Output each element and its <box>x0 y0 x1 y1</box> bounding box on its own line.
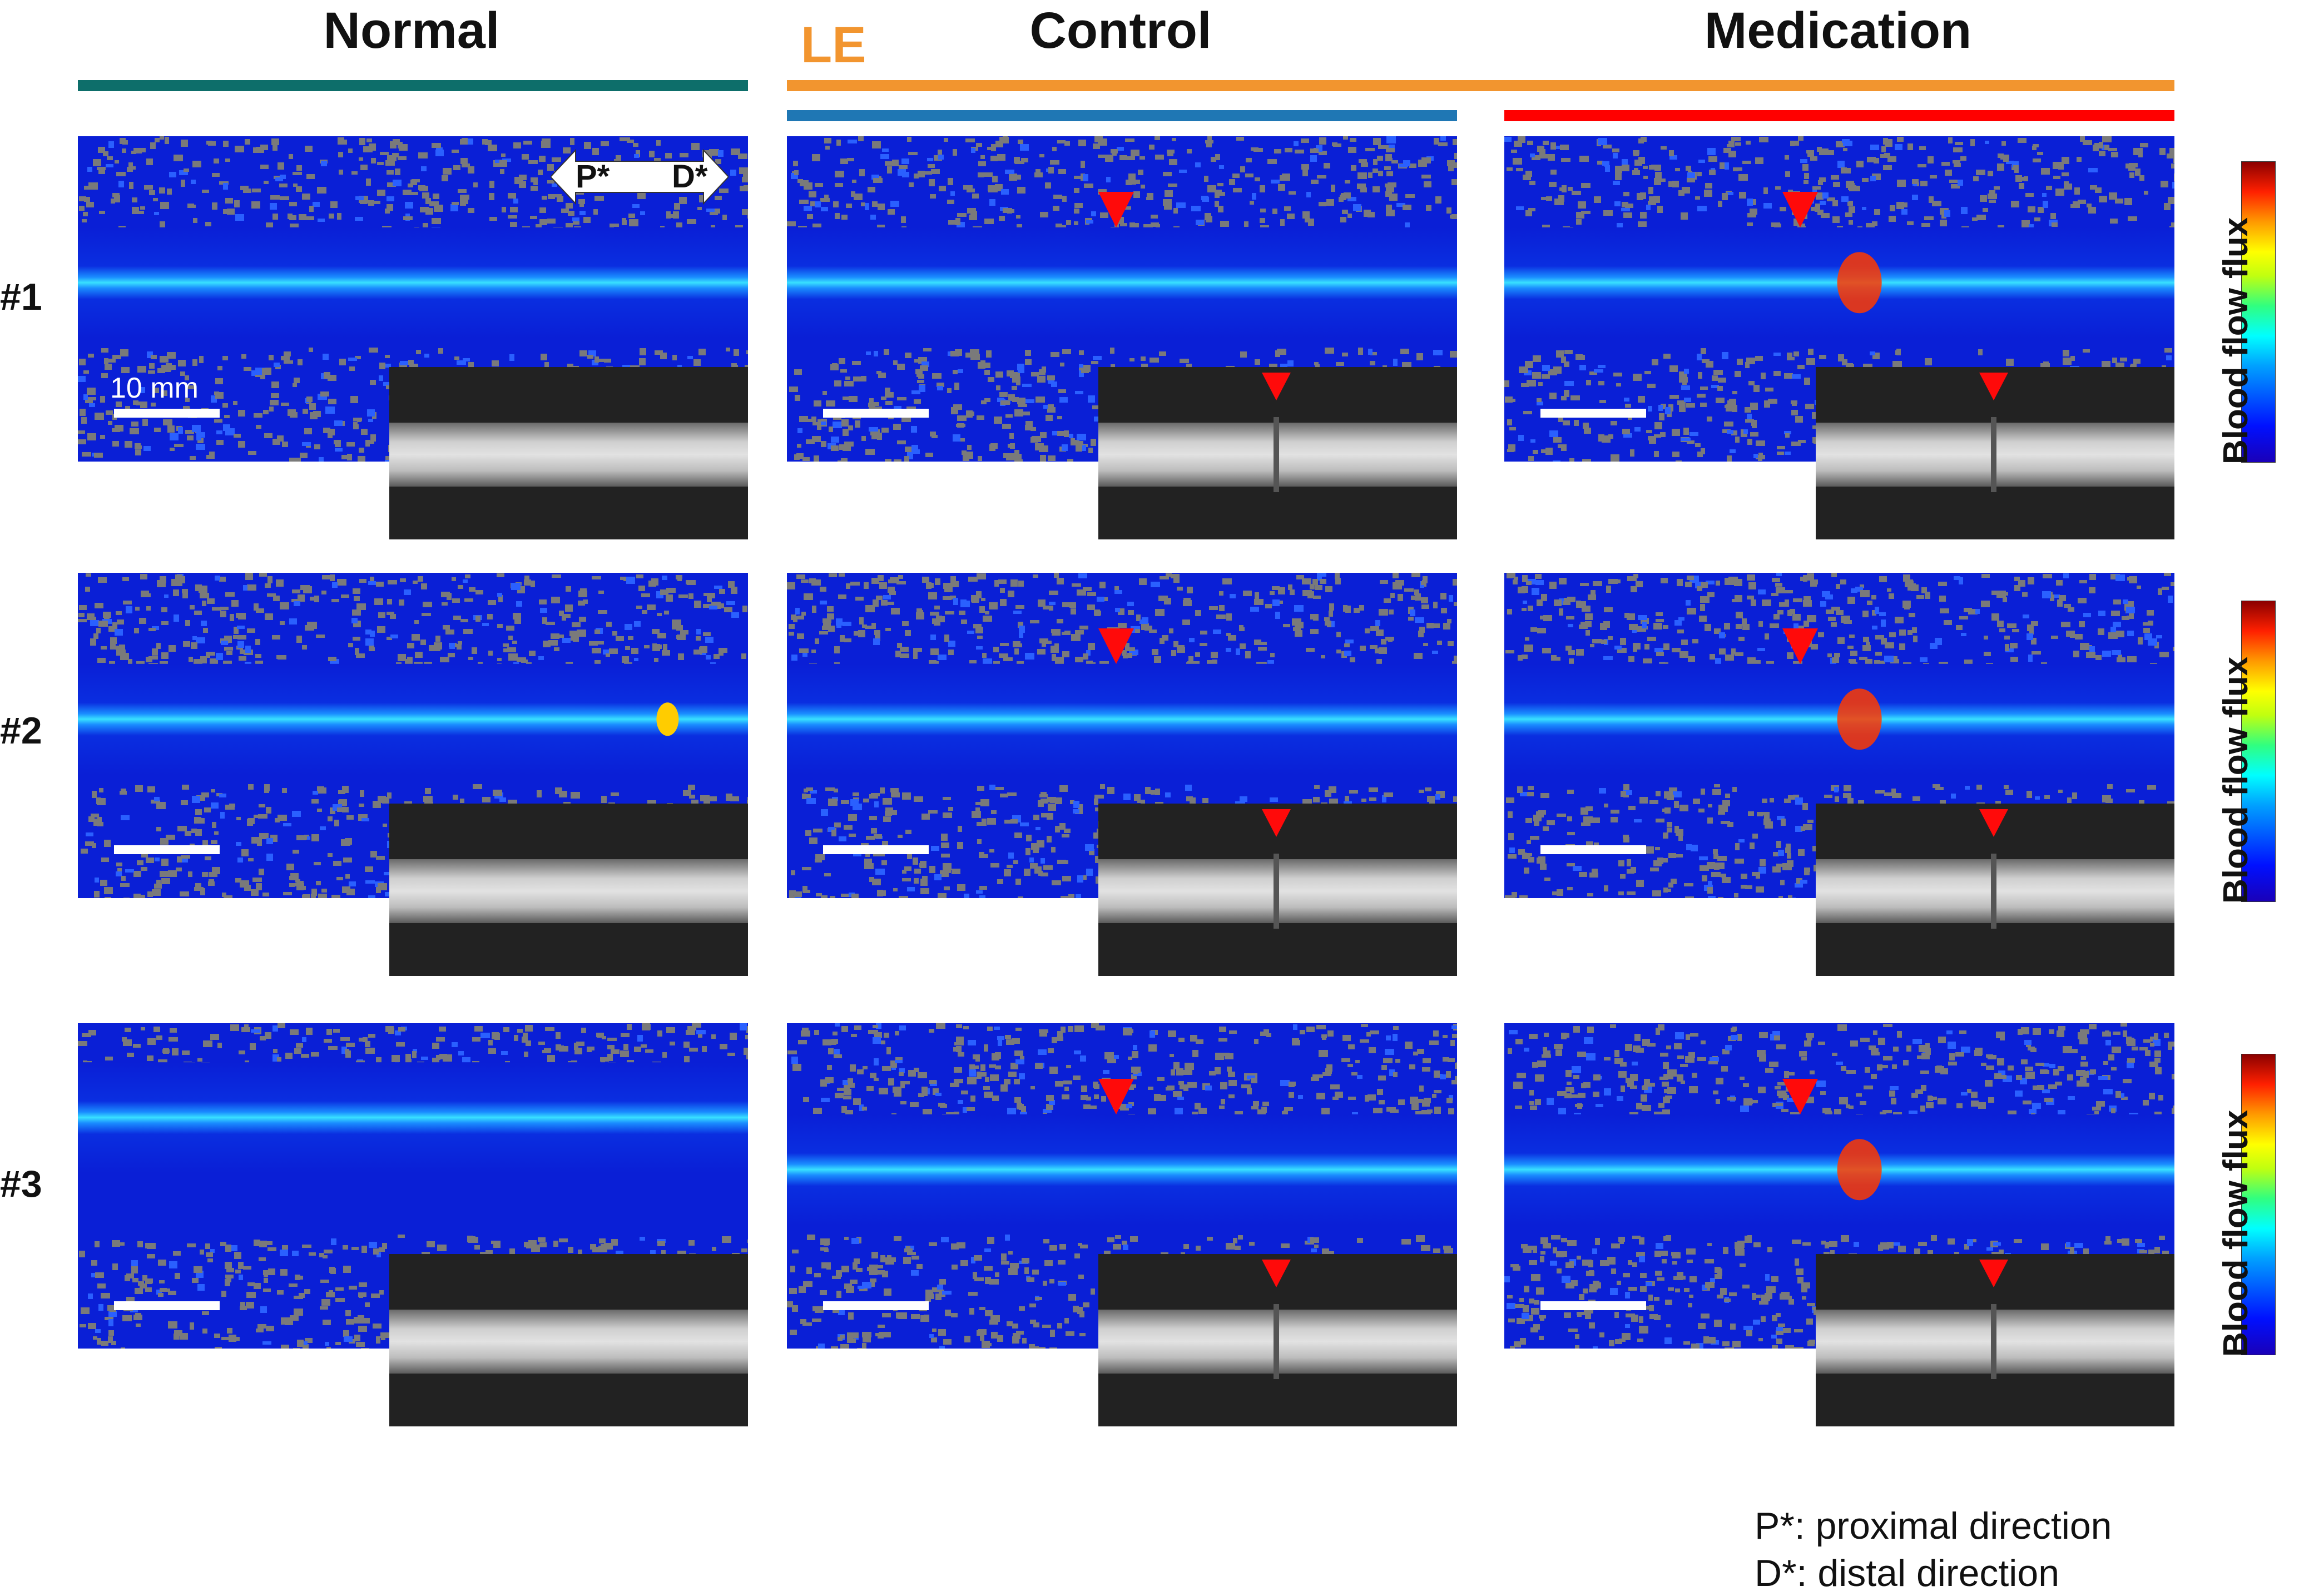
inset-marker-icon <box>1979 809 2008 837</box>
scale-bar <box>114 409 220 418</box>
scale-bar <box>1540 409 1646 418</box>
header-medication: Medication <box>1704 2 1972 59</box>
scale-bar <box>114 845 220 854</box>
inset-marker-icon <box>1262 809 1291 837</box>
scale-label: 10 mm <box>110 372 199 404</box>
header-le: LE <box>801 17 866 73</box>
flux-hotspot <box>1837 1139 1882 1201</box>
proximal-note: P*: proximal direction <box>1755 1505 2112 1547</box>
colorbar-2 <box>2241 601 2276 902</box>
injury-marker-icon <box>1782 1079 1818 1114</box>
colorbar-label-2: Blood flow flux <box>2217 656 2255 904</box>
injury-marker-icon <box>1098 628 1134 664</box>
photo-inset-control-2 <box>1098 804 1457 976</box>
scale-bar <box>823 845 929 854</box>
vessel-photo <box>389 1310 748 1374</box>
photo-inset-normal-3 <box>389 1254 748 1426</box>
scale-bar <box>823 409 929 418</box>
distal-label: D* <box>672 158 708 195</box>
inset-marker-icon <box>1262 373 1291 400</box>
row-label-3: #3 <box>0 1163 42 1205</box>
injury-marker-icon <box>1782 628 1818 664</box>
vessel-flow-band <box>78 227 748 338</box>
vessel-flow-band <box>787 227 1457 338</box>
injury-marker-icon <box>1782 192 1818 227</box>
vessel-flow-band <box>78 1062 748 1173</box>
inset-marker-icon <box>1979 373 2008 400</box>
flux-hotspot <box>656 702 679 736</box>
scale-bar <box>1540 845 1646 854</box>
inset-marker-icon <box>1979 1260 2008 1287</box>
inset-marker-icon <box>1262 1260 1291 1287</box>
direction-arrow: P* D* <box>549 148 730 205</box>
injury-marker-icon <box>1098 1079 1134 1114</box>
proximal-label: P* <box>576 158 610 195</box>
photo-inset-control-3 <box>1098 1254 1457 1426</box>
distal-note: D*: distal direction <box>1755 1552 2060 1594</box>
control-group-bar <box>787 110 1457 121</box>
flux-hotspot <box>1837 252 1882 314</box>
photo-inset-medication-3 <box>1816 1254 2174 1426</box>
vessel-flow-band <box>78 663 748 775</box>
photo-inset-medication-1 <box>1816 367 2174 539</box>
colorbar-3 <box>2241 1054 2276 1355</box>
normal-group-bar <box>78 80 748 91</box>
scale-bar <box>1540 1301 1646 1310</box>
vessel-flow-band <box>787 663 1457 775</box>
row-label-1: #1 <box>0 276 42 318</box>
vessel-flow-band <box>787 1114 1457 1225</box>
photo-inset-normal-1 <box>389 367 748 539</box>
colorbar-1 <box>2241 161 2276 463</box>
photo-inset-control-1 <box>1098 367 1457 539</box>
le-group-bar <box>787 80 2174 91</box>
header-control: Control <box>1029 2 1212 59</box>
vessel-photo <box>389 423 748 487</box>
flux-hotspot <box>1837 688 1882 750</box>
flux-panel-medication-3 <box>1504 1023 2174 1349</box>
colorbar-label-3: Blood flow flux <box>2217 1109 2255 1357</box>
colorbar-label-1: Blood flow flux <box>2217 217 2255 464</box>
photo-inset-normal-2 <box>389 804 748 976</box>
photo-inset-medication-2 <box>1816 804 2174 976</box>
header-normal: Normal <box>323 2 500 59</box>
injury-marker-icon <box>1098 192 1134 227</box>
vessel-photo <box>389 859 748 923</box>
scale-bar <box>114 1301 220 1310</box>
medication-group-bar <box>1504 110 2174 121</box>
row-label-2: #2 <box>0 710 42 752</box>
scale-bar <box>823 1301 929 1310</box>
